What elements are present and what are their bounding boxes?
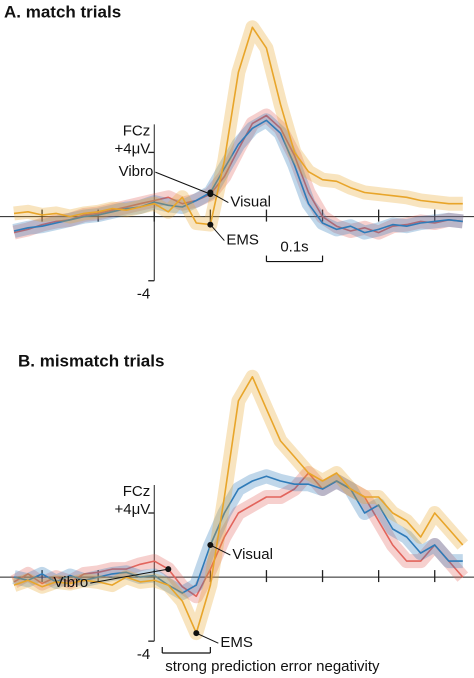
series-label: Visual <box>232 546 273 563</box>
annotation: strong prediction error negativity <box>165 658 380 675</box>
series-label: EMS <box>220 634 253 651</box>
pointer-line <box>210 544 231 556</box>
panel-title: B. mismatch trials <box>18 351 164 370</box>
series-label: Visual <box>230 193 271 210</box>
pointer-line <box>155 171 211 195</box>
scale-bar-label: 0.1s <box>280 239 308 256</box>
pointer-dot <box>207 542 214 549</box>
series-line <box>13 472 464 598</box>
pointer-dot <box>193 630 200 637</box>
pointer-dot <box>207 221 214 228</box>
y-tick-label: +4μV <box>115 501 151 518</box>
series-line <box>13 475 463 594</box>
pointer-line <box>90 568 169 584</box>
pointer-dot <box>165 566 172 573</box>
pointer-line <box>210 192 229 203</box>
series-line <box>13 119 463 234</box>
pointer-line <box>196 632 219 644</box>
panel-title: A. match trials <box>4 2 121 21</box>
pointer-dot <box>207 189 214 196</box>
series-line <box>13 114 463 234</box>
pointer-line <box>209 224 225 241</box>
y-tick-label: +4μV <box>115 140 151 157</box>
y-tick-label: -4 <box>137 286 150 303</box>
y-tick-label: -4 <box>137 646 150 663</box>
series-label: Vibro <box>54 574 89 591</box>
series-line <box>13 376 464 634</box>
series-line <box>13 26 463 226</box>
y-axis-label: FCz <box>123 122 151 139</box>
y-axis-label: FCz <box>123 483 151 500</box>
series-label: EMS <box>226 232 259 249</box>
series-label: Vibro <box>119 163 154 180</box>
